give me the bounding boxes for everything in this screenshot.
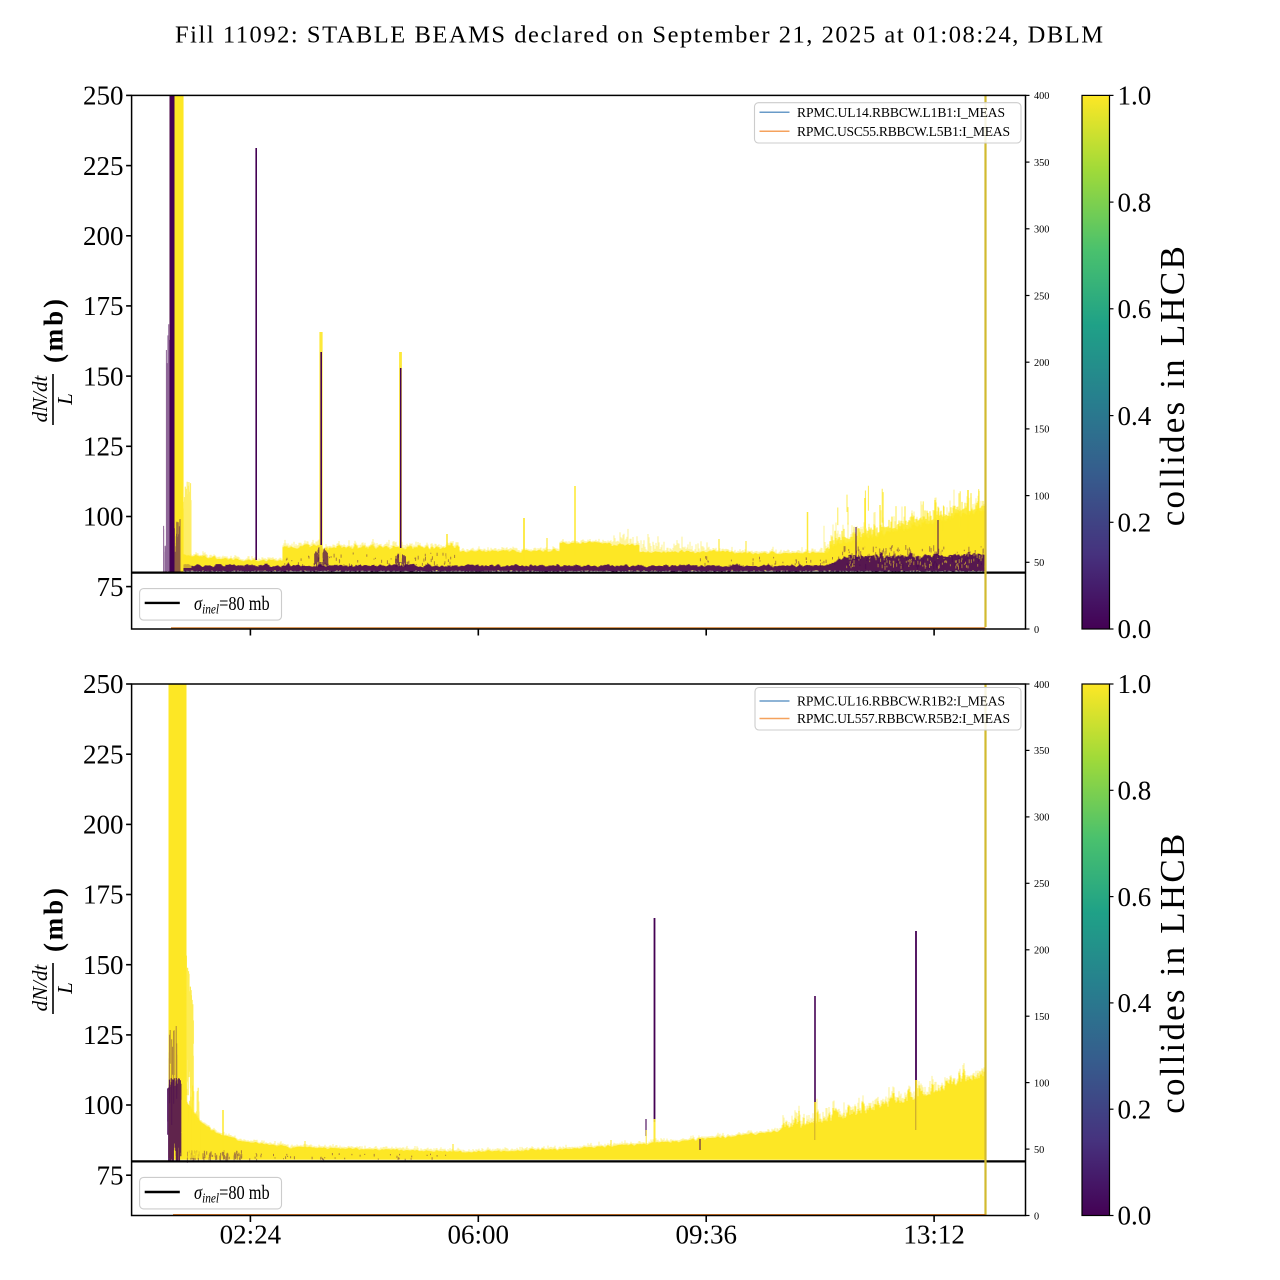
svg-text:125: 125 bbox=[83, 432, 124, 462]
svg-text:L: L bbox=[53, 393, 77, 406]
svg-text:75: 75 bbox=[97, 1160, 124, 1190]
svg-text:0.0: 0.0 bbox=[1118, 1201, 1152, 1231]
svg-text:0: 0 bbox=[1034, 625, 1039, 636]
svg-text:06:00: 06:00 bbox=[448, 1219, 510, 1249]
svg-text:0.4: 0.4 bbox=[1118, 401, 1152, 431]
svg-text:250: 250 bbox=[83, 669, 124, 699]
svg-text:100: 100 bbox=[83, 502, 124, 532]
svg-text:0.6: 0.6 bbox=[1118, 294, 1152, 324]
svg-text:125: 125 bbox=[83, 1020, 124, 1050]
svg-text:250: 250 bbox=[1034, 291, 1049, 302]
svg-text:RPMC.USC55.RBBCW.L5B1:I_MEAS: RPMC.USC55.RBBCW.L5B1:I_MEAS bbox=[797, 124, 1010, 139]
svg-text:100: 100 bbox=[1034, 1078, 1049, 1089]
svg-text:09:36: 09:36 bbox=[675, 1219, 737, 1249]
svg-text:150: 150 bbox=[1034, 425, 1049, 436]
svg-text:collides in LHCB: collides in LHCB bbox=[1153, 834, 1192, 1114]
svg-text:100: 100 bbox=[83, 1090, 124, 1120]
svg-text:0.6: 0.6 bbox=[1118, 882, 1152, 912]
svg-text:0.0: 0.0 bbox=[1118, 614, 1152, 644]
svg-text:225: 225 bbox=[83, 151, 124, 181]
svg-text:200: 200 bbox=[83, 221, 124, 251]
svg-text:0.4: 0.4 bbox=[1118, 988, 1152, 1018]
svg-text:1.0: 1.0 bbox=[1118, 81, 1152, 111]
svg-text:0.2: 0.2 bbox=[1118, 508, 1152, 538]
svg-text:collides in LHCB: collides in LHCB bbox=[1153, 246, 1192, 526]
svg-text:L: L bbox=[53, 982, 77, 995]
svg-text:400: 400 bbox=[1034, 680, 1049, 691]
svg-text:350: 350 bbox=[1034, 746, 1049, 757]
svg-text:σinel=80 mb: σinel=80 mb bbox=[194, 592, 270, 616]
svg-text:150: 150 bbox=[83, 950, 124, 980]
svg-text:0.8: 0.8 bbox=[1118, 187, 1152, 217]
svg-text:300: 300 bbox=[1034, 813, 1049, 824]
svg-text:50: 50 bbox=[1034, 1145, 1044, 1156]
svg-text:02:24: 02:24 bbox=[220, 1219, 282, 1249]
svg-text:200: 200 bbox=[1034, 946, 1049, 957]
svg-text:350: 350 bbox=[1034, 158, 1049, 169]
svg-text:0.2: 0.2 bbox=[1118, 1094, 1152, 1124]
svg-text:200: 200 bbox=[83, 810, 124, 840]
svg-text:σinel=80 mb: σinel=80 mb bbox=[194, 1182, 270, 1206]
svg-text:75: 75 bbox=[97, 572, 124, 602]
svg-text:dN/dt: dN/dt bbox=[28, 375, 52, 423]
svg-text:250: 250 bbox=[83, 81, 124, 111]
svg-text:300: 300 bbox=[1034, 225, 1049, 236]
svg-text:0: 0 bbox=[1034, 1211, 1039, 1222]
svg-text:175: 175 bbox=[83, 291, 124, 321]
svg-text:225: 225 bbox=[83, 739, 124, 769]
svg-text:150: 150 bbox=[1034, 1012, 1049, 1023]
svg-text:RPMC.UL16.RBBCW.R1B2:I_MEAS: RPMC.UL16.RBBCW.R1B2:I_MEAS bbox=[797, 694, 1005, 709]
svg-text:400: 400 bbox=[1034, 91, 1049, 102]
svg-text:175: 175 bbox=[83, 880, 124, 910]
svg-text:Fill 11092: STABLE BEAMS decla: Fill 11092: STABLE BEAMS declared on Sep… bbox=[175, 22, 1103, 49]
svg-text:0.8: 0.8 bbox=[1118, 776, 1152, 806]
svg-text:250: 250 bbox=[1034, 879, 1049, 890]
svg-text:150: 150 bbox=[83, 361, 124, 391]
svg-text:RPMC.UL557.RBBCW.R5B2:I_MEAS: RPMC.UL557.RBBCW.R5B2:I_MEAS bbox=[797, 711, 1010, 726]
svg-text:200: 200 bbox=[1034, 358, 1049, 369]
svg-text:100: 100 bbox=[1034, 491, 1049, 502]
svg-text:13:12: 13:12 bbox=[903, 1219, 965, 1249]
svg-text:1.0: 1.0 bbox=[1118, 669, 1152, 699]
svg-text:50: 50 bbox=[1034, 558, 1044, 569]
svg-text:RPMC.UL14.RBBCW.L1B1:I_MEAS: RPMC.UL14.RBBCW.L1B1:I_MEAS bbox=[797, 105, 1005, 120]
svg-text:dN/dt: dN/dt bbox=[28, 964, 52, 1012]
